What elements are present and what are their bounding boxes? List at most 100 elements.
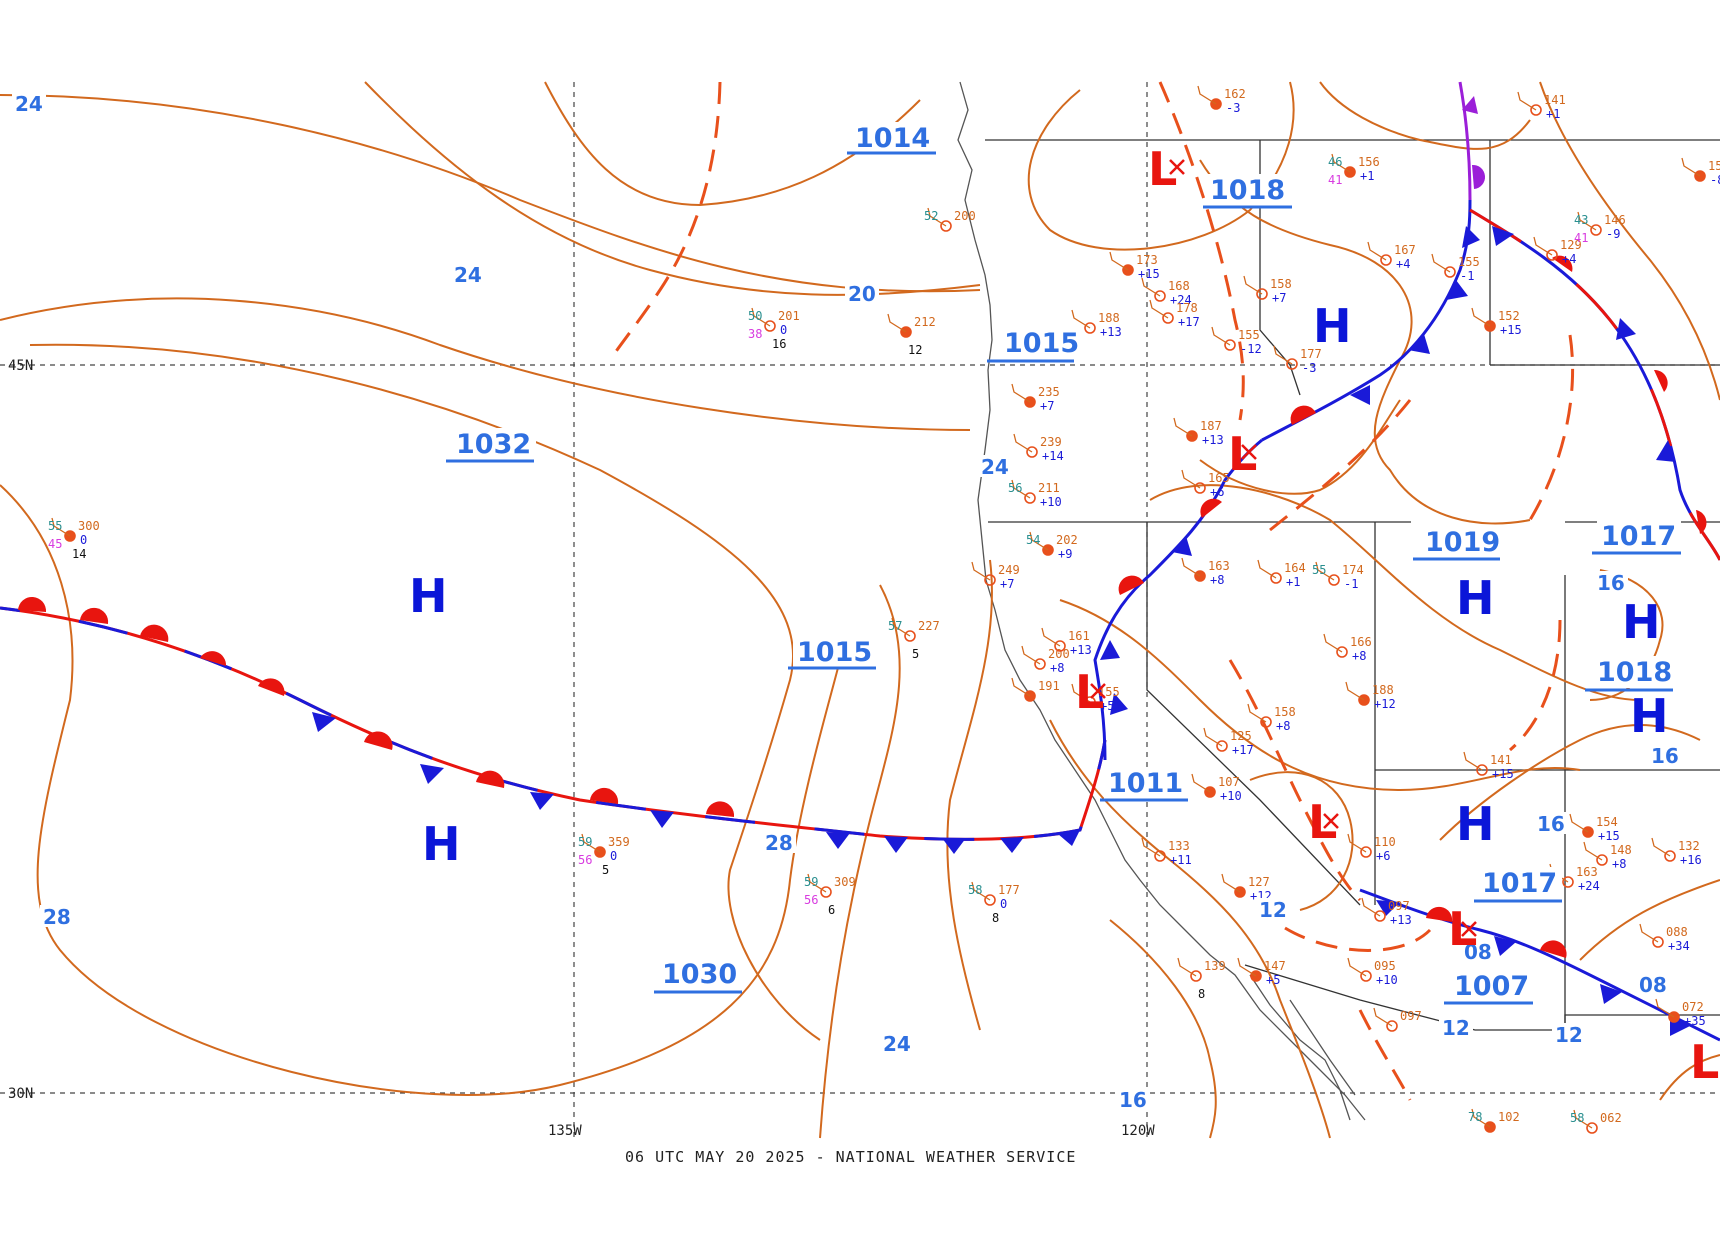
station-pressure: 062	[1600, 1111, 1622, 1125]
station-pressure: 177	[1300, 347, 1322, 361]
wind-barb	[1471, 307, 1491, 327]
station-pressure: 097	[1388, 899, 1410, 913]
svg-text:1018: 1018	[1597, 657, 1672, 688]
station-pressure: 200	[1048, 647, 1070, 661]
svg-text:16: 16	[1597, 571, 1625, 595]
wind-barb	[751, 307, 771, 327]
high-center: H	[1622, 595, 1661, 649]
station-pressure: 102	[1498, 1110, 1520, 1124]
high-center: H	[422, 817, 461, 871]
station-plot: 155-12	[1211, 326, 1262, 356]
station-circle	[764, 320, 776, 332]
wind-barb	[1347, 833, 1367, 853]
cold-tooth	[1000, 837, 1024, 853]
station-circle	[940, 220, 952, 232]
pressure-label: 1011	[1100, 767, 1188, 802]
station-circle	[1360, 970, 1372, 982]
wind-barb	[1173, 417, 1193, 437]
station-pressure: 132	[1678, 839, 1700, 853]
station-pressure: 155	[1238, 328, 1260, 342]
station-dewpoint: 56	[804, 893, 818, 907]
svg-text:1018: 1018	[1210, 175, 1285, 206]
station-visibility: 14	[72, 547, 86, 561]
station-pressure: 158	[1708, 159, 1720, 173]
station-tendency: +24	[1578, 879, 1600, 893]
warm-bump	[140, 624, 169, 642]
station-plot: 188+12	[1345, 681, 1396, 711]
station-plot: 141+1	[1517, 91, 1566, 121]
station-dewpoint: 41	[1328, 173, 1342, 187]
pressure-label: 1017	[1474, 867, 1562, 903]
station-plot: 166+8	[1323, 633, 1372, 663]
station-plot: 59 56 309 6	[804, 873, 856, 917]
station-plot: 127+12	[1221, 873, 1272, 903]
station-pressure: 201	[778, 309, 800, 323]
isobar-tag: 16	[1648, 744, 1682, 768]
wind-barb	[1071, 309, 1091, 329]
high-center: H	[1313, 299, 1352, 353]
station-dewpoint: 41	[1574, 231, 1588, 245]
isobar-1042	[1049, 719, 1331, 1139]
high-center: H	[1456, 797, 1495, 851]
wind-barb	[1331, 153, 1351, 173]
station-circle	[1190, 970, 1202, 982]
lon-label-120w: 120W	[1121, 1123, 1155, 1139]
station-plot: 168+24	[1141, 277, 1192, 307]
lat-label-30n: 30N	[8, 1086, 33, 1102]
graticule: 45N 30N 135W 120W	[0, 82, 1720, 1139]
wind-barb	[1573, 1109, 1593, 1129]
station-pressure: 168	[1168, 279, 1190, 293]
station-pressure: 167	[1394, 243, 1416, 257]
station-plot: 235+7	[1011, 383, 1060, 413]
station-plot: 154+15	[1569, 813, 1620, 843]
station-pressure: 162	[1224, 87, 1246, 101]
stationary-front-offshore-cold	[0, 606, 1107, 841]
southern-front-symbols	[1376, 900, 1690, 1036]
station-pressure: 177	[998, 883, 1020, 897]
cold-tooth	[530, 792, 554, 810]
svg-text:24: 24	[15, 92, 43, 116]
wind-barb	[1029, 531, 1049, 551]
high-center: H	[409, 569, 448, 623]
station-plot: 173+15	[1109, 251, 1160, 281]
station-pressure: 249	[998, 563, 1020, 577]
wind-barb	[1639, 923, 1659, 943]
station-tendency: 0	[610, 849, 617, 863]
pressure-label: 1007	[1444, 970, 1534, 1005]
svg-text:12: 12	[1442, 1016, 1470, 1040]
cold-front-teeth	[312, 712, 1080, 854]
wind-barb	[1197, 85, 1217, 105]
station-tendency: +7	[1040, 399, 1054, 413]
station-pressure: 188	[1372, 683, 1394, 697]
coastline	[957, 81, 1366, 1121]
station-pressure: 359	[608, 835, 630, 849]
pressure-label: 1014	[847, 122, 936, 155]
cold-tooth	[1656, 440, 1676, 462]
wind-barb	[1247, 703, 1267, 723]
wind-barb	[1533, 236, 1553, 256]
station-tendency: +12	[1374, 697, 1396, 711]
station-plot: 132+16	[1651, 837, 1702, 867]
station-circle	[1328, 574, 1340, 586]
low-center: L	[1308, 795, 1339, 849]
station-plot: 110+6	[1347, 833, 1396, 863]
isobar-tags: 24 24 20 24 28 28 24 16 16 16 16 12 12 1…	[12, 92, 1682, 1112]
station-plot: 161+13	[1041, 627, 1092, 657]
trough-utah	[1509, 619, 1562, 752]
svg-text:28: 28	[43, 905, 71, 929]
station-pressure: 174	[1342, 563, 1364, 577]
cold-tooth	[1408, 334, 1430, 354]
station-circle	[1054, 640, 1066, 652]
occluded-front	[1458, 81, 1472, 201]
cold-tooth	[1100, 640, 1120, 660]
station-plot: 163+24	[1549, 863, 1600, 893]
station-tendency: +6	[1210, 485, 1224, 499]
wind-barb	[1373, 1007, 1393, 1027]
isobar-1026	[819, 584, 901, 1139]
station-tendency: +9	[1058, 547, 1072, 561]
cold-front-montana-warm	[1469, 208, 1720, 561]
station-tendency: 0	[780, 323, 787, 337]
svg-text:L: L	[1448, 902, 1477, 956]
isobar-tag: 08	[1636, 973, 1670, 997]
